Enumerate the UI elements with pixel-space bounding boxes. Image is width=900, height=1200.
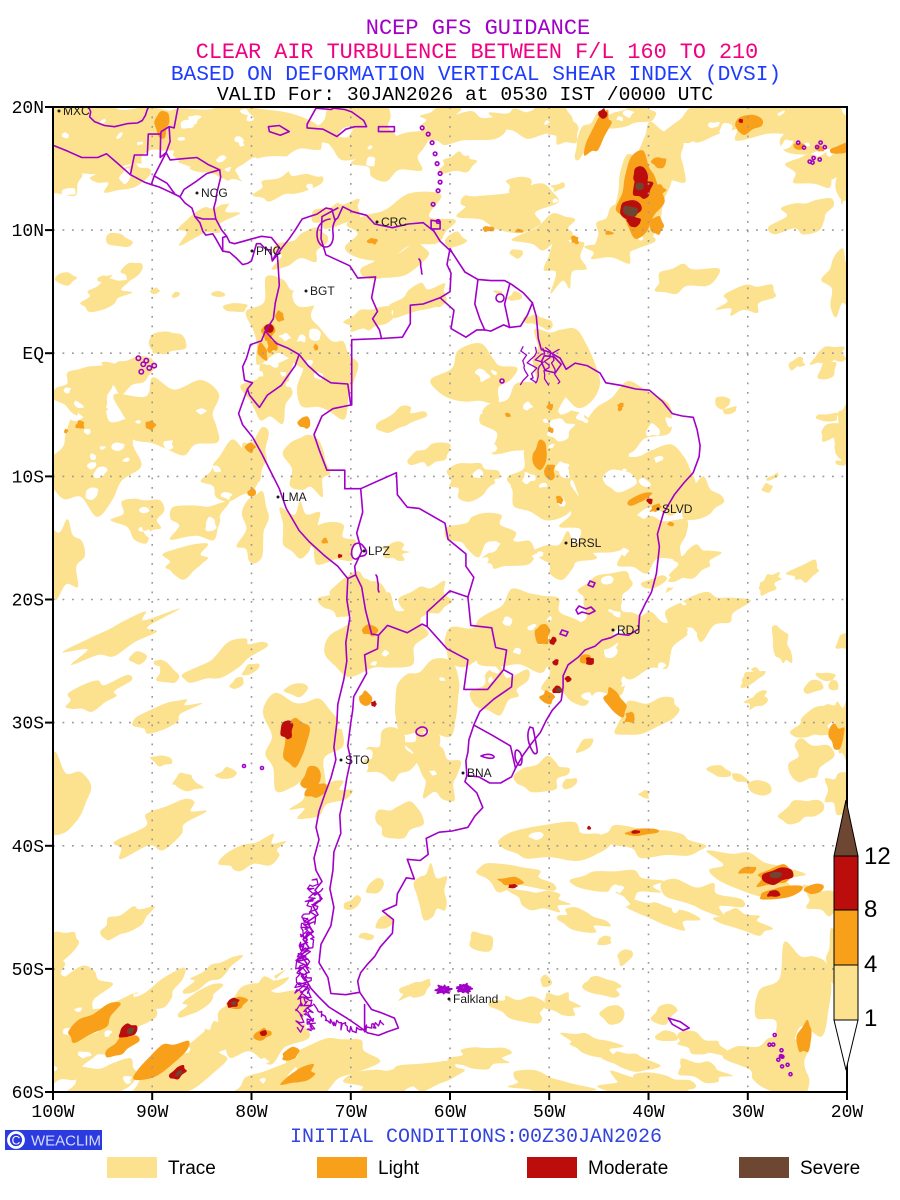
svg-text:1: 1 <box>864 1005 877 1032</box>
svg-text:Moderate: Moderate <box>588 1158 668 1179</box>
svg-text:40S: 40S <box>12 838 44 858</box>
svg-text:80W: 80W <box>235 1103 268 1123</box>
svg-text:60S: 60S <box>12 1084 44 1104</box>
svg-text:30W: 30W <box>732 1103 765 1123</box>
svg-text:MXC: MXC <box>63 104 90 118</box>
svg-text:50S: 50S <box>12 961 44 981</box>
svg-text:LPZ: LPZ <box>368 544 390 558</box>
svg-text:BRSL: BRSL <box>570 536 602 550</box>
svg-text:STO: STO <box>345 753 369 767</box>
svg-text:SLVD: SLVD <box>662 502 693 516</box>
svg-text:70W: 70W <box>335 1103 368 1123</box>
svg-text:LMA: LMA <box>282 490 307 504</box>
svg-text:INITIAL CONDITIONS:00Z30JAN202: INITIAL CONDITIONS:00Z30JAN2026 <box>290 1126 662 1149</box>
svg-text:100W: 100W <box>31 1103 74 1123</box>
svg-text:20S: 20S <box>12 592 44 612</box>
svg-text:NCEP GFS GUIDANCE: NCEP GFS GUIDANCE <box>366 16 590 41</box>
svg-text:50W: 50W <box>533 1103 566 1123</box>
svg-text:Falkland: Falkland <box>453 992 498 1006</box>
svg-text:4: 4 <box>864 951 877 978</box>
svg-text:EQ: EQ <box>22 345 44 365</box>
svg-text:60W: 60W <box>434 1103 467 1123</box>
svg-text:12: 12 <box>864 843 891 870</box>
svg-text:20N: 20N <box>12 99 44 119</box>
svg-text:8: 8 <box>864 896 877 923</box>
svg-text:BASED ON DEFORMATION VERTICAL: BASED ON DEFORMATION VERTICAL SHEAR INDE… <box>171 63 781 87</box>
svg-text:30S: 30S <box>12 715 44 735</box>
svg-text:WEACLIM: WEACLIM <box>31 1133 101 1150</box>
svg-text:40W: 40W <box>632 1103 665 1123</box>
svg-text:RDJ: RDJ <box>617 623 640 637</box>
svg-text:BGT: BGT <box>310 284 335 298</box>
svg-text:Severe: Severe <box>800 1158 860 1179</box>
svg-text:10N: 10N <box>12 222 44 242</box>
svg-text:Light: Light <box>378 1158 420 1179</box>
svg-text:VALID For: 30JAN2026 at 0530 I: VALID For: 30JAN2026 at 0530 IST /0000 U… <box>217 84 713 106</box>
svg-text:90W: 90W <box>136 1103 169 1123</box>
svg-text:C: C <box>12 1134 21 1148</box>
svg-text:NCG: NCG <box>201 186 228 200</box>
svg-text:BNA: BNA <box>467 766 492 780</box>
svg-text:20W: 20W <box>831 1103 864 1123</box>
svg-text:10S: 10S <box>12 468 44 488</box>
svg-text:CRC: CRC <box>381 215 407 229</box>
svg-text:PNC: PNC <box>256 244 282 258</box>
svg-text:Trace: Trace <box>168 1158 216 1179</box>
svg-text:CLEAR AIR TURBULENCE BETWEEN F: CLEAR AIR TURBULENCE BETWEEN F/L 160 TO … <box>196 40 758 65</box>
